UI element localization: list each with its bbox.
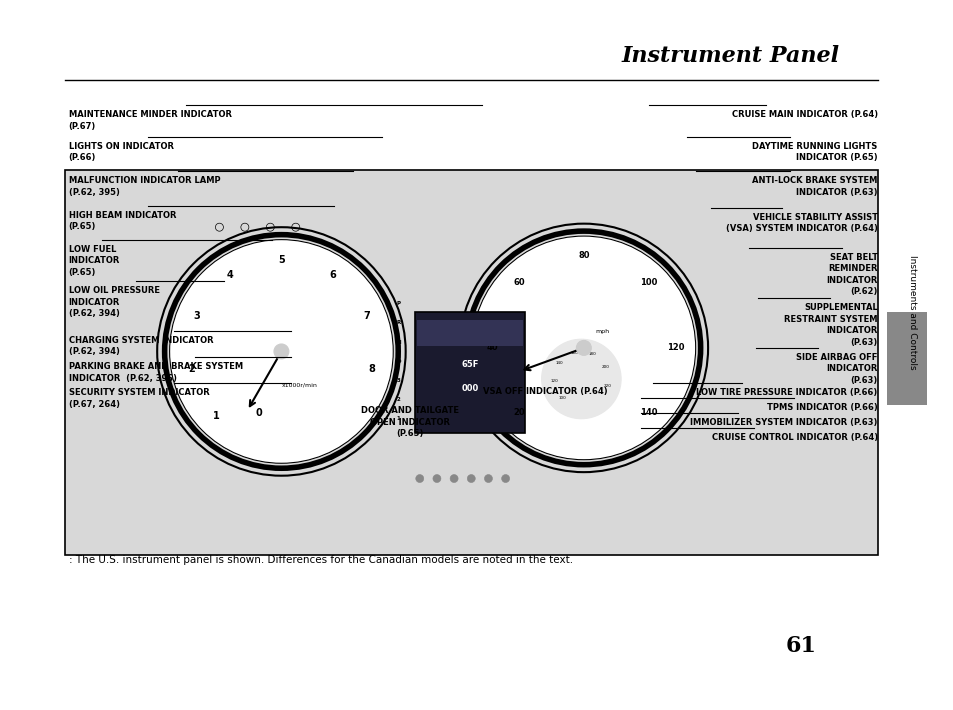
Text: LIGHTS ON INDICATOR
(P.66): LIGHTS ON INDICATOR (P.66) [69,142,173,163]
Bar [416,320,522,346]
Circle shape [467,474,475,483]
Text: LOW OIL PRESSURE
INDICATOR
(P.62, 394): LOW OIL PRESSURE INDICATOR (P.62, 394) [69,286,159,318]
Text: 6: 6 [329,270,335,280]
Bar [415,312,524,433]
Text: 180: 180 [588,352,597,356]
Text: x1000r/min: x1000r/min [282,382,317,387]
Text: 160: 160 [570,351,578,354]
Circle shape [416,474,423,483]
Text: 65F: 65F [460,360,478,368]
Text: R: R [396,320,400,325]
Text: : The U.S. instrument panel is shown. Differences for the Canadian models are no: : The U.S. instrument panel is shown. Di… [69,555,572,565]
Text: IMMOBILIZER SYSTEM INDICATOR (P.63): IMMOBILIZER SYSTEM INDICATOR (P.63) [690,418,877,427]
Text: MALFUNCTION INDICATOR LAMP
(P.62, 395): MALFUNCTION INDICATOR LAMP (P.62, 395) [69,176,220,197]
Text: P: P [396,301,400,306]
Text: 000: 000 [460,384,478,393]
Text: ANTI-LOCK BRAKE SYSTEM
INDICATOR (P.63): ANTI-LOCK BRAKE SYSTEM INDICATOR (P.63) [752,176,877,197]
Text: SEAT BELT
REMINDER
INDICATOR
(P.62): SEAT BELT REMINDER INDICATOR (P.62) [825,253,877,296]
Text: 4: 4 [227,270,233,280]
Text: CRUISE CONTROL INDICATOR (P.64): CRUISE CONTROL INDICATOR (P.64) [711,433,877,442]
Text: 2: 2 [188,364,194,374]
Circle shape [541,339,620,419]
Text: 20: 20 [513,408,524,417]
Text: 100: 100 [639,278,657,288]
Text: 3: 3 [396,378,400,383]
Circle shape [472,236,695,459]
Text: Instrument Panel: Instrument Panel [620,45,839,67]
Circle shape [170,239,393,463]
Bar [886,312,926,405]
Text: 1: 1 [213,412,219,422]
Text: PARKING BRAKE AND BRAKE SYSTEM
INDICATOR  (P.62, 396): PARKING BRAKE AND BRAKE SYSTEM INDICATOR… [69,362,243,383]
Text: 7: 7 [363,311,370,321]
Text: mph: mph [595,329,609,334]
Text: DAYTIME RUNNING LIGHTS
INDICATOR (P.65): DAYTIME RUNNING LIGHTS INDICATOR (P.65) [752,142,877,163]
Text: 80: 80 [578,251,589,261]
Text: 200: 200 [601,366,609,369]
Text: 100: 100 [558,396,565,400]
Text: LOW FUEL
INDICATOR
(P.65): LOW FUEL INDICATOR (P.65) [69,245,120,277]
Text: 0: 0 [255,408,262,418]
Text: Instruments and Controls: Instruments and Controls [907,255,917,370]
Text: 8: 8 [368,364,375,374]
Text: VEHICLE STABILITY ASSIST
(VSA) SYSTEM INDICATOR (P.64): VEHICLE STABILITY ASSIST (VSA) SYSTEM IN… [725,213,877,234]
Text: VSA OFF INDICATOR (P.64): VSA OFF INDICATOR (P.64) [483,387,607,396]
Text: N: N [396,339,400,344]
Text: 5: 5 [277,254,285,265]
Text: 61: 61 [785,635,816,657]
Circle shape [450,474,457,483]
Text: D: D [396,359,400,364]
Text: SIDE AIRBAG OFF
INDICATOR
(P.63): SIDE AIRBAG OFF INDICATOR (P.63) [796,353,877,385]
Text: 140: 140 [555,361,562,365]
Text: 3: 3 [193,311,199,321]
Text: TPMS INDICATOR (P.66): TPMS INDICATOR (P.66) [766,403,877,413]
Text: 1: 1 [396,416,400,421]
Text: 40: 40 [486,344,497,352]
Text: SUPPLEMENTAL
RESTRAINT SYSTEM
INDICATOR
(P.63): SUPPLEMENTAL RESTRAINT SYSTEM INDICATOR … [783,303,877,346]
Text: LOW TIRE PRESSURE INDICATOR (P.66): LOW TIRE PRESSURE INDICATOR (P.66) [696,388,877,398]
Bar [65,170,877,555]
Circle shape [576,340,591,355]
Circle shape [274,344,289,359]
Text: 60: 60 [513,278,524,288]
Text: CHARGING SYSTEM INDICATOR
(P.62, 394): CHARGING SYSTEM INDICATOR (P.62, 394) [69,336,213,356]
Text: CRUISE MAIN INDICATOR (P.64): CRUISE MAIN INDICATOR (P.64) [731,110,877,119]
Circle shape [484,474,492,483]
Text: 120: 120 [666,344,684,352]
Circle shape [501,474,509,483]
Text: DOOR AND TAILGATE
OPEN INDICATOR
(P.65): DOOR AND TAILGATE OPEN INDICATOR (P.65) [361,406,458,438]
Circle shape [433,474,440,483]
Text: 140: 140 [639,408,657,417]
Text: 220: 220 [603,384,611,388]
Text: MAINTENANCE MINDER INDICATOR
(P.67): MAINTENANCE MINDER INDICATOR (P.67) [69,110,232,131]
Text: 120: 120 [550,379,558,383]
Text: SECURITY SYSTEM INDICATOR
(P.67, 264): SECURITY SYSTEM INDICATOR (P.67, 264) [69,388,210,409]
Text: HIGH BEAM INDICATOR
(P.65): HIGH BEAM INDICATOR (P.65) [69,211,176,231]
Text: 2: 2 [396,397,400,402]
